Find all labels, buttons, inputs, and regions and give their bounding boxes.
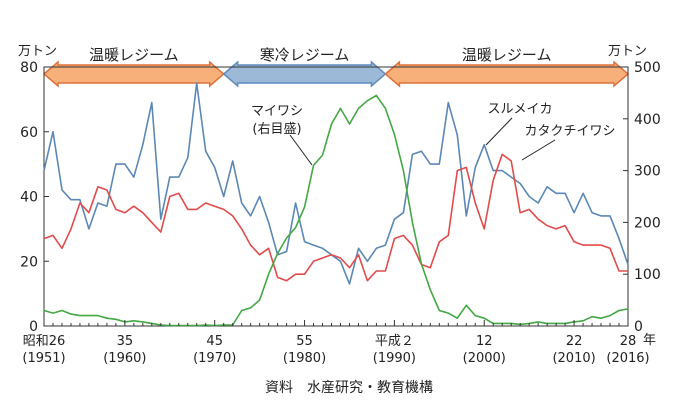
- left-axis-unit: 万トン: [18, 44, 57, 59]
- x-tick-year-label: (1960): [103, 351, 146, 366]
- x-tick-era-label: 12: [476, 334, 493, 349]
- series-label: (右目盛): [252, 122, 301, 137]
- series-line-2: [43, 94, 629, 327]
- right-tick-label: 0: [634, 319, 643, 335]
- label-leader-line: [521, 139, 556, 161]
- x-tick-year-label: (2000): [463, 351, 506, 366]
- x-tick-era-label: 55: [296, 334, 313, 349]
- series-line-0: [43, 82, 629, 285]
- left-tick-label: 80: [20, 60, 38, 76]
- label-leader-line: [289, 134, 313, 166]
- regime-arrow: [222, 60, 387, 88]
- regime-label: 温暖レジーム: [89, 46, 179, 64]
- x-axis-unit: 年: [643, 333, 656, 348]
- x-tick-era-label: 昭和26: [23, 334, 66, 349]
- source-note: 資料 水産研究・教育機構: [265, 380, 433, 396]
- x-tick-year-label: (1990): [373, 351, 416, 366]
- series-label: マイワシ: [251, 104, 303, 119]
- series-label: スルメイカ: [487, 102, 552, 117]
- left-tick-label: 60: [20, 125, 38, 141]
- right-tick-label: 400: [634, 112, 661, 128]
- left-tick-label: 40: [20, 190, 38, 206]
- left-tick-label: 0: [29, 319, 38, 335]
- label-leader-line: [485, 117, 513, 146]
- x-tick-year-label: (1970): [193, 351, 236, 366]
- regime-label: 温暖レジーム: [462, 46, 552, 64]
- x-tick-year-label: (1951): [22, 351, 65, 366]
- series-label: カタクチイワシ: [524, 124, 615, 139]
- regime-arrow: [42, 60, 225, 88]
- left-tick-label: 20: [20, 254, 38, 270]
- regime-arrow: [384, 60, 630, 88]
- right-tick-label: 100: [634, 267, 661, 283]
- regime-arrows: 温暖レジーム 寒冷レジーム 温暖レジーム: [42, 46, 630, 88]
- x-tick-year-label: (1980): [283, 351, 326, 366]
- x-tick-era-label: 22: [566, 334, 583, 349]
- right-tick-label: 500: [634, 60, 661, 76]
- regime-label: 寒冷レジーム: [260, 46, 350, 64]
- x-tick-era-label: 28: [620, 334, 637, 349]
- right-axis-unit: 万トン: [608, 44, 647, 59]
- x-tick-year-label: (2010): [552, 351, 595, 366]
- axis-ticks: 0 20 40 60 80 0 100 200 300 400 500 昭和26 (1951) 35 (19…: [20, 60, 661, 366]
- x-tick-year-label: (2016): [606, 351, 649, 366]
- x-tick-era-label: 35: [117, 334, 134, 349]
- x-tick-era-label: 平成２: [375, 334, 414, 349]
- right-tick-label: 300: [634, 164, 661, 180]
- series-lines: [43, 82, 629, 327]
- right-tick-label: 200: [634, 215, 661, 231]
- x-tick-era-label: 45: [206, 334, 223, 349]
- series-line-1: [43, 153, 628, 282]
